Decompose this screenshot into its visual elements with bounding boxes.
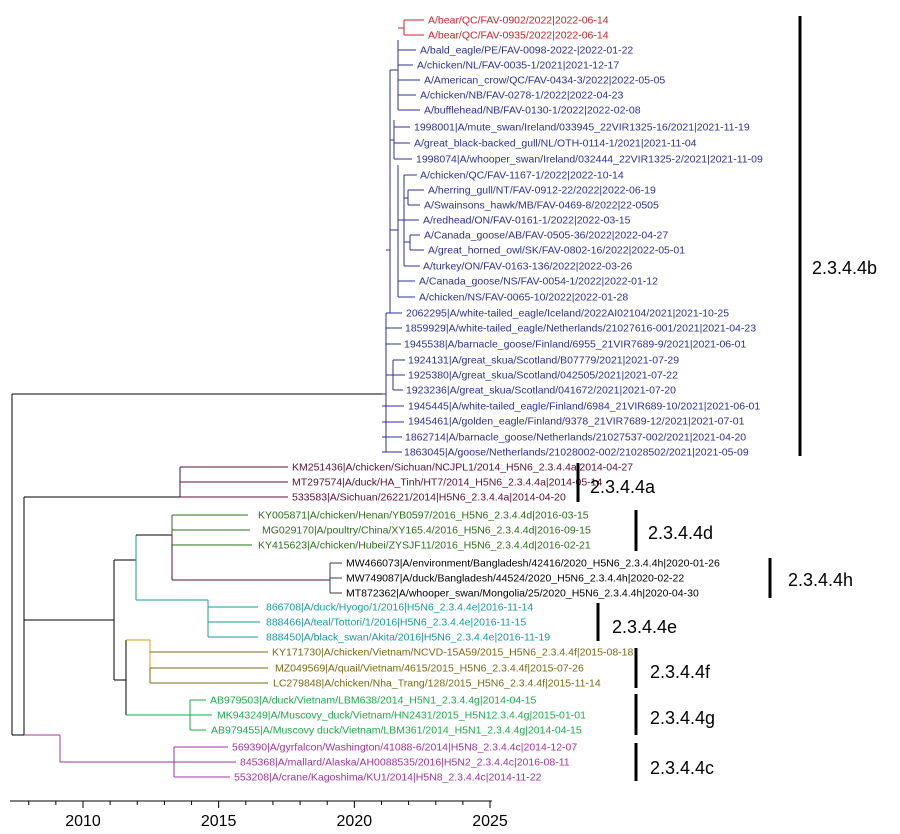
tip-label: A/chicken/NB/FAV-0278-1/2022|2022-04-23 [420,90,623,102]
tip-label: MT297574|A/duck/HA_Tinh/HT7/2014_H5N6_2.… [292,477,603,489]
tip-label: 1945445|A/white-tailed_eagle/Finland/698… [408,401,760,413]
tip-label: A/Canada_goose/AB/FAV-0505-36/2022|2022-… [424,230,668,242]
tip-label: A/redhead/ON/FAV-0161-1/2022|2022-03-15 [423,215,631,227]
tip-label: KY005871|A/chicken/Henan/YB0597/2016_H5N… [258,510,589,522]
tip-label: KY171730|A/chicken/Vietnam/NCVD-15A59/20… [272,647,633,659]
tip-label: 1859929|A/white-tailed_eagle/Netherlands… [405,323,756,335]
tip-label: 553208|A/crane/Kagoshima/KU1/2014|H5N8_2… [234,772,542,784]
tip-label: A/herring_gull/NT/FAV-0912-22/2022|2022-… [428,185,656,197]
tip-label: 569390|A/gyrfalcon/Washington/41088-6/20… [232,742,577,754]
tip-label: A/great_black-backed_gull/NL/OTH-0114-1/… [414,138,697,150]
tip-label: 2062295|A/white-tailed_eagle/Iceland/202… [406,308,729,320]
tip-label: 1924131|A/great_skua/Scotland/B07779/202… [408,355,679,367]
tip-label: A/chicken/NS/FAV-0065-10/2022|2022-01-28 [419,292,628,304]
axis-tick-label: 2020 [337,813,373,830]
clade-label: 2.3.4.4h [788,570,853,590]
tip-label: A/American_crow/QC/FAV-0434-3/2022|2022-… [424,75,665,87]
clade-label: 2.3.4.4a [590,477,656,497]
tip-label: AB979503|A/duck/Vietnam/LBM638/2014_H5N1… [210,695,536,707]
tip-label: A/bald_eagle/PE/FAV-0098-2022-|2022-01-2… [420,45,633,57]
tip-label: A/great_horned_owl/SK/FAV-0802-16/2022|2… [428,245,685,257]
tip-label: 1945538|A/barnacle_goose/Finland/6955_21… [404,339,746,351]
tip-label: 888466|A/teal/Tottori/1/2016|H5N6_2.3.4.… [266,617,526,629]
tip-label: A/bufflehead/NB/FAV-0130-1/2022|2022-02-… [424,105,641,117]
tip-label: MT872362|A/whooper_swan/Mongolia/25/2020… [346,588,699,600]
axis-tick-label: 2015 [201,813,237,830]
clade-label: 2.3.4.4e [612,617,677,637]
clade-label: 2.3.4.4b [812,258,877,278]
tip-label: A/bear/QC/FAV-0935/2022|2022-06-14 [428,30,609,42]
tip-label: A/bear/QC/FAV-0902/2022|2022-06-14 [428,15,609,27]
tree-branches [11,19,424,778]
clade-label: 2.3.4.4d [648,523,713,543]
tip-label: A/turkey/ON/FAV-0163-136/2022|2022-03-26 [423,261,632,273]
tip-label: 1998074|A/whooper_swan/Ireland/032444_22… [416,154,763,166]
tip-label: 1923236|A/great_skua/Scotland/041672/202… [406,385,676,397]
tip-label: 845368|A/mallard/Alaska/AH0088535/2016|H… [240,757,570,769]
tip-label: A/chicken/QC/FAV-1167-1/2022|2022-10-14 [420,170,624,182]
tip-label: 1925380|A/great_skua/Scotland/042505/202… [408,370,678,382]
tip-label: A/Canada_goose/NS/FAV-0054-1/2022|2022-0… [419,276,658,288]
tip-label: MK943249|A/Muscovy_duck/Vietnam/HN2431/2… [217,710,586,722]
tip-label: AB979455|A/Muscovy duck/Vietnam/LBM361/2… [211,725,582,737]
clade-label: 2.3.4.4g [650,708,715,728]
tip-label: 1862714|A/barnacle_goose/Netherlands/210… [405,432,746,444]
clade-label: 2.3.4.4f [650,662,711,682]
tip-label: 866708|A/duck/Hyogo/1/2016|H5N6_2.3.4.4e… [266,602,533,614]
tip-label: MW466073|A/environment/Bangladesh/42416/… [346,558,720,570]
axis-tick-label: 2010 [65,813,101,830]
tip-label: KY415623|A/chicken/Hubei/ZYSJF11/2016_H5… [258,540,591,552]
time-axis: 2010 2015 2020 2025 [10,800,508,830]
tip-label: 1945461|A/golden_eagle/Finland/9378_21VI… [408,416,745,428]
tip-label: 533583|A/Sichuan/26221/2014|H5N6_2.3.4.4… [292,492,566,504]
tip-label: 888450|A/black_swan/Akita/2016|H5N6_2.3.… [266,632,550,644]
axis-tick-label: 2025 [472,813,508,830]
tip-label: A/chicken/NL/FAV-0035-1/2021|2021-12-17 [417,60,619,72]
tip-label: LC279848|A/chicken/Nha_Trang/128/2015_H5… [273,678,601,690]
tip-label: 1998001|A/mute_swan/Ireland/033945_22VIR… [414,122,750,134]
tip-label: MW749087|A/duck/Bangladesh/44524/2020_H5… [346,573,684,585]
clade-brackets: 2.3.4.4b 2.3.4.4a 2.3.4.4d 2.3.4.4h 2.3.4.4e… [576,16,877,781]
tip-label: A/Swainsons_hawk/MB/FAV-0469-8/2022|22-0… [424,200,659,212]
clade-label: 2.3.4.4c [650,758,714,778]
tip-labels: A/bear/QC/FAV-0902/2022|2022-06-14 A/bear… [210,15,763,784]
tip-label: MG029170|A/poultry/China/XY165.4/2016_H5… [262,525,591,537]
tip-label: KM251436|A/chicken/Sichuan/NCJPL1/2014_H… [292,462,633,474]
tip-label: MZ049569|A/quail/Vietnam/4615/2015_H5N6_… [275,663,584,675]
tip-label: 1863045|A/goose/Netherlands/21028002-002… [404,447,749,459]
